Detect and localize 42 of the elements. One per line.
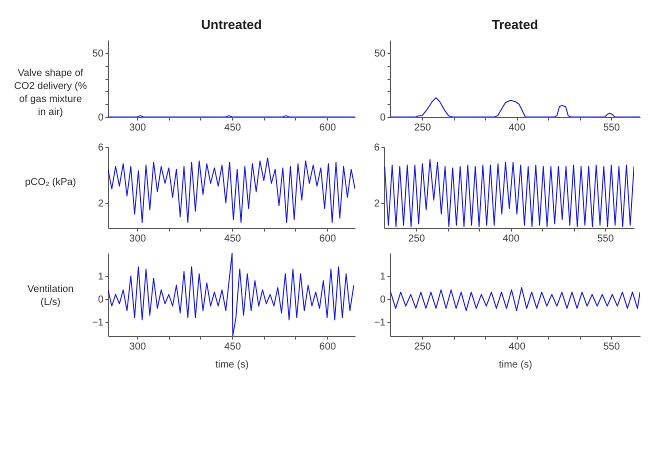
line-series: [390, 287, 640, 312]
x-tick-label: 300: [129, 342, 146, 352]
x-tick-label: 550: [597, 234, 614, 244]
x-tick-label: 550: [603, 342, 620, 352]
line-series: [108, 253, 354, 336]
x-tick-label: 600: [319, 342, 336, 352]
x-tick-label: 600: [319, 122, 336, 134]
x-tick-label: 400: [502, 234, 520, 244]
y-axis-title: Ventilation (L/s): [27, 284, 74, 308]
y-axis-title: Valve shape of CO2 delivery (% of gas mixture in air): [14, 68, 87, 118]
x-tick-label: 250: [408, 234, 426, 244]
y-tick-label: 50: [374, 48, 386, 60]
chart-title: Untreated: [201, 17, 262, 32]
y-axis-title: pCO₂ (kPa): [24, 177, 76, 188]
x-axis-title: time (s): [215, 360, 249, 370]
y-tick-label: 2: [98, 198, 104, 210]
chart-title: Treated: [492, 17, 538, 32]
y-tick-label: 1: [98, 272, 104, 283]
x-tick-label: 450: [224, 122, 242, 134]
x-tick-label: 450: [224, 234, 242, 244]
x-tick-label: 550: [603, 122, 620, 134]
y-tick-label: 0: [98, 294, 104, 306]
x-tick-label: 400: [508, 122, 526, 134]
y-tick-label: 6: [374, 142, 380, 154]
x-tick-label: 300: [129, 122, 146, 134]
y-tick-label: 0: [380, 112, 386, 124]
x-tick-label: 300: [129, 234, 146, 244]
x-tick-label: 250: [414, 342, 432, 352]
y-tick-label: 0: [380, 294, 386, 306]
y-tick-label: 0: [98, 112, 104, 124]
x-tick-label: 450: [224, 342, 242, 352]
x-axis-title: time (s): [498, 360, 532, 370]
x-tick-label: 600: [319, 234, 336, 244]
y-tick-label: −1: [92, 318, 104, 329]
y-tick-label: 1: [380, 272, 386, 283]
x-tick-label: 250: [414, 122, 432, 134]
y-tick-label: 50: [92, 48, 104, 60]
y-tick-label: 2: [374, 198, 380, 210]
x-tick-label: 400: [508, 342, 526, 352]
line-series: [108, 158, 355, 223]
y-tick-label: 6: [98, 142, 104, 154]
y-tick-label: −1: [374, 318, 386, 329]
